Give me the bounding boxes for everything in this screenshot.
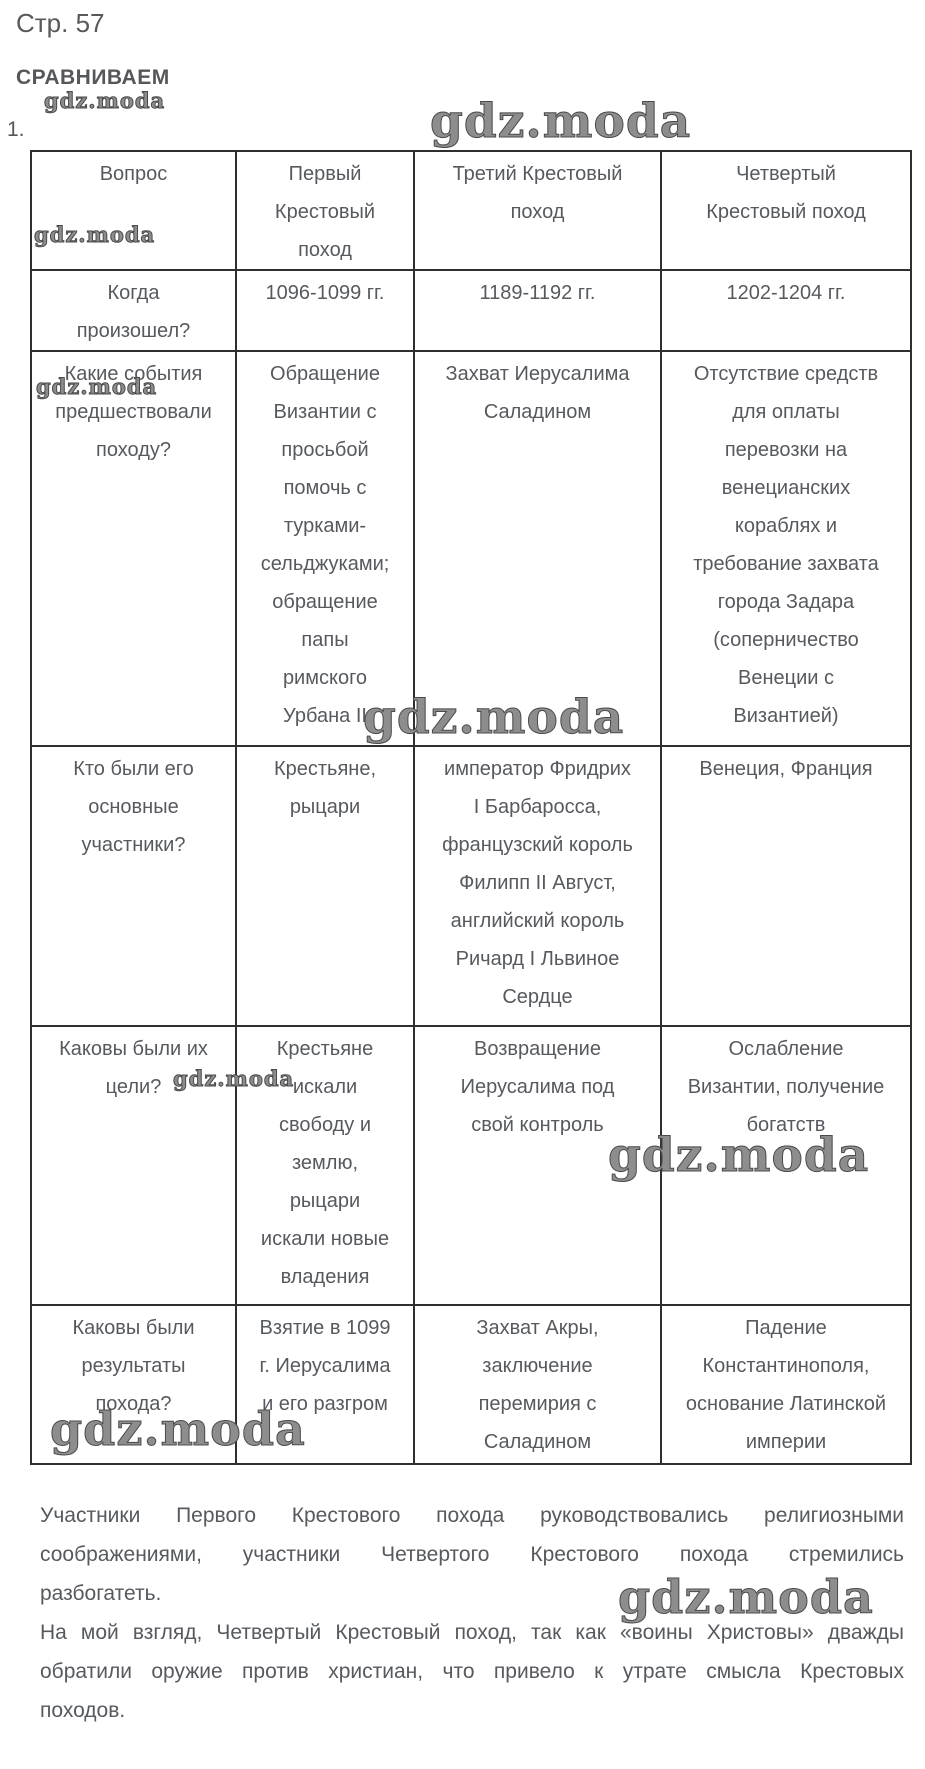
answer-cell: 1202-1204 гг.	[660, 269, 912, 352]
table-row: Какие события предшествовали походу? Обр…	[30, 350, 912, 747]
header-cell-fourth-crusade: Четвертый Крестовый поход	[660, 150, 912, 271]
answer-cell: Отсутствие средств для оплаты перевозки …	[660, 350, 912, 747]
answer-cell: Крестьяне искали свободу и землю, рыцари…	[235, 1025, 415, 1306]
answer-cell: император Фридрих I Барбаросса, французс…	[413, 745, 662, 1027]
table-row: Кто были его основные участники? Крестья…	[30, 745, 912, 1027]
gdz-moda-watermark: gdz.moda	[429, 94, 692, 150]
answer-text: Участники Первого Крестового похода руко…	[40, 1496, 904, 1730]
header-cell-first-crusade: Первый Крестовый поход	[235, 150, 415, 271]
answer-cell: 1096-1099 гг.	[235, 269, 415, 352]
header-cell-third-crusade: Третий Крестовый поход	[413, 150, 662, 271]
answer-paragraph: На мой взгляд, Четвертый Крестовый поход…	[40, 1621, 904, 1722]
item-number: 1.	[7, 118, 25, 141]
page-label: Стр. 57	[16, 8, 105, 38]
answer-cell: Захват Акры, заключение перемирия с Сала…	[413, 1304, 662, 1465]
question-cell: Когда произошел?	[30, 269, 237, 352]
question-cell: Какие события предшествовали походу?	[30, 350, 237, 747]
answer-cell: Взятие в 1099 г. Иерусалима и его разгро…	[235, 1304, 415, 1465]
answer-cell: Обращение Византии с просьбой помочь с т…	[235, 350, 415, 747]
table-row: Когда произошел? 1096-1099 гг. 1189-1192…	[30, 269, 912, 352]
answer-paragraph: Участники Первого Крестового похода руко…	[40, 1504, 904, 1605]
question-cell: Каковы были результаты похода?	[30, 1304, 237, 1465]
question-cell: Каковы были их цели?	[30, 1025, 237, 1306]
answer-cell: 1189-1192 гг.	[413, 269, 662, 352]
section-title: СРАВНИВАЕМ	[16, 66, 170, 89]
answer-cell: Крестьяне, рыцари	[235, 745, 415, 1027]
answer-cell: Венеция, Франция	[660, 745, 912, 1027]
header-cell-question: Вопрос	[30, 150, 237, 271]
table-row: Каковы были их цели? Крестьяне искали св…	[30, 1025, 912, 1306]
answer-cell: Падение Константинополя, основание Латин…	[660, 1304, 912, 1465]
answer-cell: Возвращение Иерусалима под свой контроль	[413, 1025, 662, 1306]
answer-cell: Захват Иерусалима Саладином	[413, 350, 662, 747]
crusades-comparison-table: Вопрос Первый Крестовый поход Третий Кре…	[30, 150, 912, 1465]
answer-cell: Ослабление Византии, получение богатств	[660, 1025, 912, 1306]
table-header-row: Вопрос Первый Крестовый поход Третий Кре…	[30, 150, 912, 271]
table-row: Каковы были результаты похода? Взятие в …	[30, 1304, 912, 1465]
question-cell: Кто были его основные участники?	[30, 745, 237, 1027]
gdz-moda-watermark: gdz.moda	[43, 88, 166, 114]
